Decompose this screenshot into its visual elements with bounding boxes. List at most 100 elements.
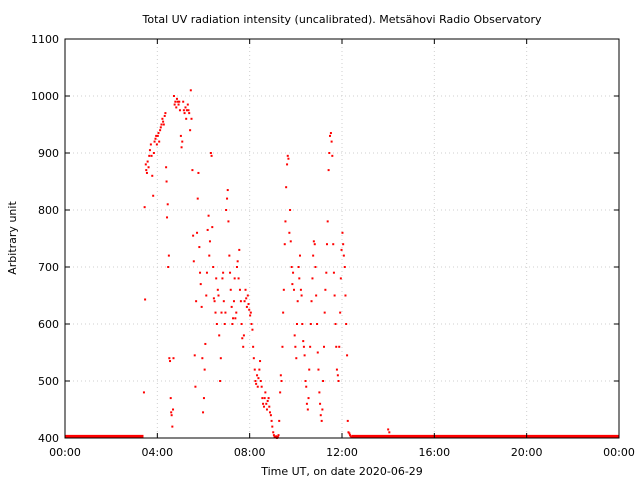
data-point [332, 243, 335, 246]
data-point [202, 397, 205, 400]
data-point [243, 300, 246, 303]
data-point [304, 380, 307, 382]
data-point [306, 408, 309, 411]
data-point [290, 266, 293, 268]
data-point [268, 405, 271, 408]
data-point [242, 334, 245, 337]
x-tick-label: 00:00 [49, 446, 81, 459]
data-point [212, 266, 215, 268]
x-axis: 00:00 04:00 08:00 12:00 16:00 20:00 00:00 [49, 39, 635, 459]
data-point [252, 357, 255, 360]
data-point [302, 345, 305, 348]
data-point [178, 109, 181, 112]
data-point [144, 298, 147, 301]
data-point [274, 436, 277, 439]
data-point [186, 103, 189, 106]
data-point [303, 354, 306, 357]
data-point [264, 391, 267, 394]
data-point [302, 340, 305, 343]
data-point [286, 154, 289, 157]
data-point [329, 132, 332, 135]
data-point [172, 357, 175, 360]
data-point [286, 163, 289, 166]
data-point [271, 425, 274, 428]
data-point [292, 288, 295, 291]
data-point [292, 271, 295, 274]
data-point [275, 435, 278, 438]
data-point [170, 414, 173, 417]
data-point [342, 243, 345, 246]
data-point [348, 432, 351, 435]
data-point [248, 308, 251, 311]
data-point [234, 317, 237, 320]
data-point [320, 419, 323, 422]
data-point [167, 266, 170, 268]
data-point [238, 248, 241, 251]
data-point [169, 360, 172, 363]
data-point [205, 294, 208, 297]
data-point [228, 254, 231, 257]
data-point [154, 137, 157, 140]
data-point [170, 411, 173, 414]
data-point [295, 323, 298, 325]
data-point [307, 397, 310, 400]
data-point [169, 397, 172, 400]
chart-title: Total UV radiation intensity (uncalibrat… [142, 13, 542, 26]
data-point [325, 243, 328, 246]
data-point [149, 143, 152, 146]
x-tick-label: 04:00 [141, 446, 173, 459]
data-point [305, 402, 308, 405]
data-point [206, 228, 209, 231]
data-point [174, 100, 177, 103]
data-point [347, 431, 350, 434]
data-point [202, 411, 205, 414]
data-point [231, 323, 234, 325]
data-point [143, 206, 146, 209]
y-tick-label: 600 [38, 318, 59, 331]
y-tick-label: 400 [38, 432, 59, 445]
y-tick-label: 1100 [31, 33, 59, 46]
data-point [269, 414, 272, 417]
data-point [161, 117, 164, 120]
data-point [323, 311, 326, 314]
data-point [191, 169, 194, 172]
data-point [177, 103, 180, 106]
data-point [342, 254, 345, 257]
data-point [289, 209, 292, 211]
data-point [214, 311, 217, 314]
data-point [218, 334, 221, 337]
data-point [144, 163, 147, 166]
data-point [251, 328, 254, 331]
data-point [328, 134, 331, 137]
data-point [226, 189, 229, 192]
data-point [298, 277, 301, 280]
data-point [322, 345, 325, 348]
data-point [192, 260, 195, 263]
data-point [167, 254, 170, 257]
data-point [173, 103, 176, 106]
data-point [279, 391, 282, 394]
data-point [199, 283, 202, 286]
data-point [316, 323, 319, 325]
data-point [239, 300, 242, 303]
data-point [256, 385, 259, 388]
data-point [316, 351, 319, 354]
data-point [152, 194, 155, 197]
data-point [333, 294, 336, 297]
data-point [267, 397, 270, 400]
data-point [282, 311, 285, 314]
data-point [318, 391, 321, 394]
data-point [301, 323, 304, 325]
data-point [213, 300, 216, 303]
data-point [334, 323, 337, 325]
data-point [314, 266, 317, 268]
data-point [200, 305, 203, 308]
data-point [179, 134, 182, 137]
data-point [255, 382, 258, 385]
data-point [220, 311, 223, 314]
data-point [145, 171, 148, 174]
data-point [278, 419, 281, 422]
data-point [203, 368, 206, 371]
data-point [259, 380, 262, 382]
data-point [284, 220, 287, 223]
